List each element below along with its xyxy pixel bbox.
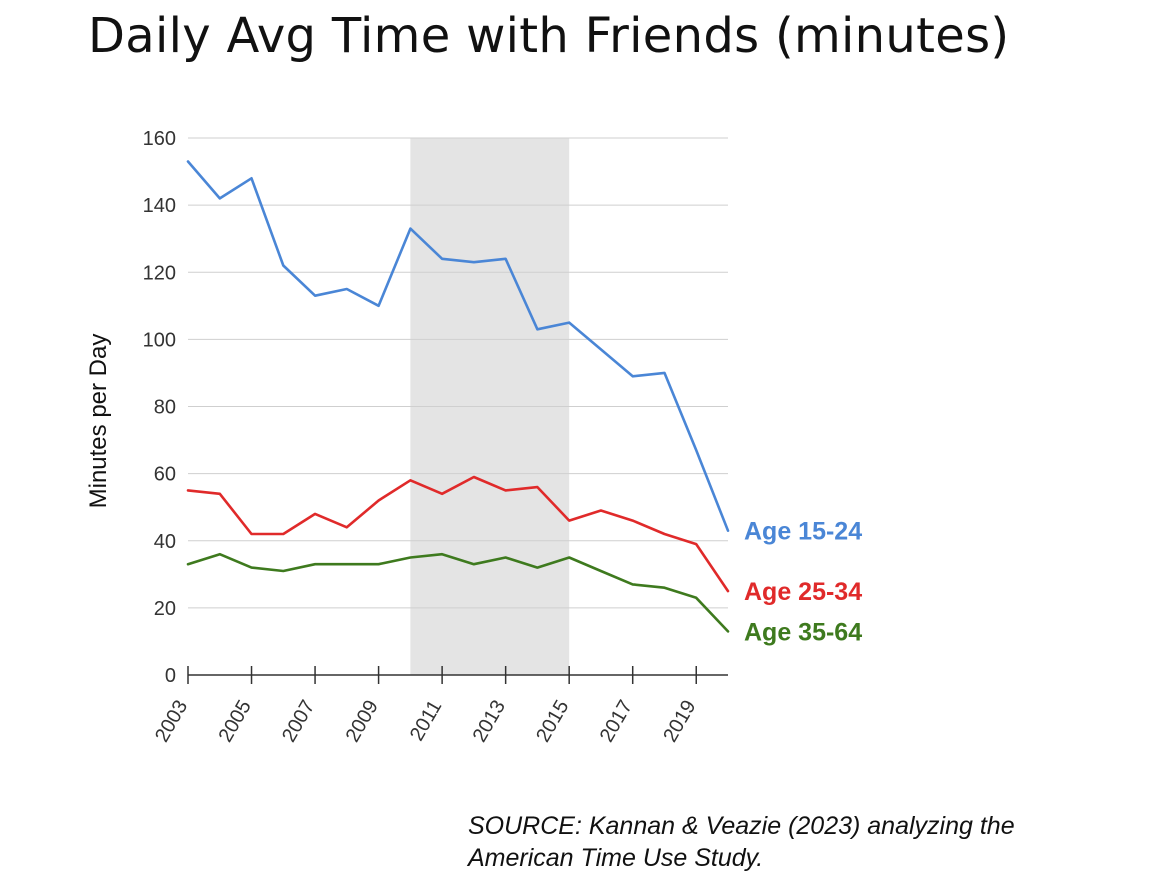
x-tick-label: 2005 bbox=[215, 697, 256, 747]
gridlines bbox=[188, 137, 728, 609]
x-tick-label: 2015 bbox=[532, 697, 573, 747]
series-line-3 bbox=[186, 552, 730, 633]
y-tick-label: 0 bbox=[165, 665, 176, 687]
x-tick-label: 2003 bbox=[151, 697, 192, 747]
x-tick-label: 2011 bbox=[406, 697, 447, 745]
y-tick-label: 100 bbox=[143, 329, 176, 351]
x-tick-label: 2007 bbox=[278, 697, 319, 747]
series-lines bbox=[186, 160, 730, 633]
series-line-2 bbox=[186, 475, 730, 593]
series-label: Age 25-34 bbox=[744, 578, 862, 606]
source-line-2: American Time Use Study. bbox=[468, 844, 764, 872]
source-line-1: SOURCE: Kannan & Veazie (2023) analyzing… bbox=[468, 812, 1015, 840]
y-tick-label: 40 bbox=[154, 531, 176, 553]
chart-title: Daily Avg Time with Friends (minutes) bbox=[88, 8, 1010, 64]
x-tick-label: 2013 bbox=[469, 697, 510, 747]
x-tick-label: 2009 bbox=[342, 697, 383, 747]
x-tick-label: 2019 bbox=[659, 697, 700, 747]
source-note: SOURCE: Kannan & Veazie (2023) analyzing… bbox=[468, 810, 1015, 874]
y-tick-label: 160 bbox=[143, 128, 176, 150]
series-label: Age 15-24 bbox=[744, 518, 862, 546]
series-line-1 bbox=[186, 160, 730, 533]
series-label: Age 35-64 bbox=[744, 618, 862, 646]
x-tick-label: 2017 bbox=[596, 697, 637, 747]
y-axis-label: Minutes per Day bbox=[85, 334, 112, 509]
y-tick-label: 80 bbox=[154, 397, 176, 419]
y-tick-label: 140 bbox=[143, 195, 176, 217]
series-labels: Age 15-24 Age 25-34 Age 35-64 bbox=[744, 518, 862, 647]
y-tick-label: 60 bbox=[154, 464, 176, 486]
y-tick-label: 120 bbox=[143, 262, 176, 284]
y-tick-label: 20 bbox=[154, 598, 176, 620]
